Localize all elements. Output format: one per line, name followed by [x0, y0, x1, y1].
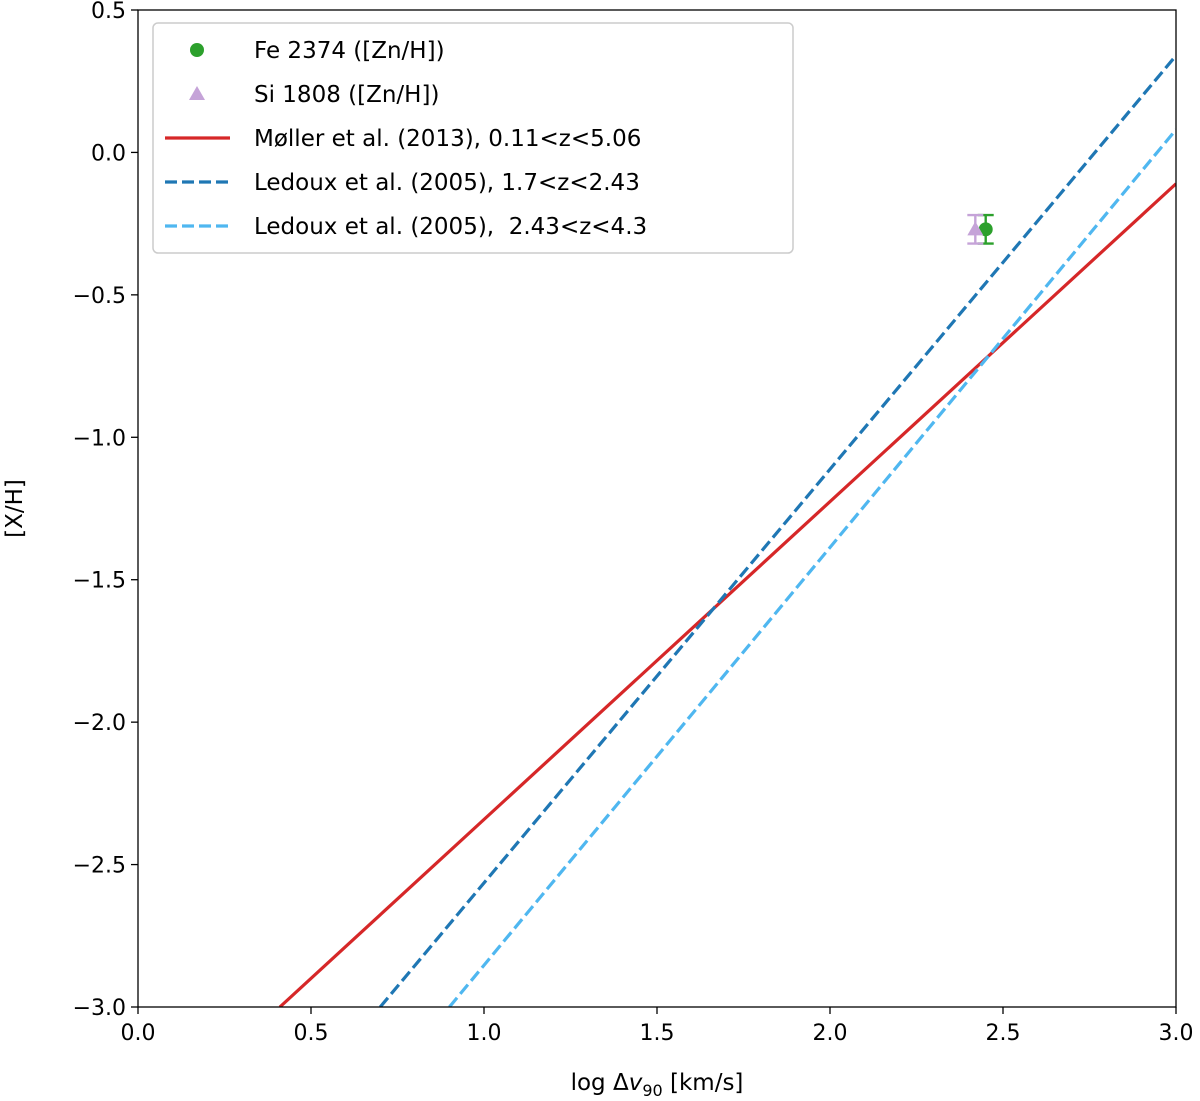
x-tick-label: 1.5 — [640, 1021, 675, 1046]
x-tick-label: 2.5 — [986, 1021, 1021, 1046]
legend-label: Si 1808 ([Zn/H]) — [254, 82, 439, 108]
y-tick-label: −2.0 — [73, 711, 126, 736]
legend-box — [152, 22, 794, 254]
legend-label: Fe 2374 ([Zn/H]) — [254, 38, 445, 64]
legend-entry: Si 1808 ([Zn/H]) — [189, 82, 439, 108]
y-tick-label: 0.5 — [91, 0, 126, 24]
legend-label: Ledoux et al. (2005), 1.7<z<2.43 — [254, 170, 640, 196]
y-tick-label: −1.5 — [73, 569, 126, 594]
data-point-1 — [978, 222, 993, 237]
y-tick-label: −2.5 — [73, 854, 126, 879]
y-axis-label: [X/H] — [2, 479, 28, 538]
x-tick-label: 0.0 — [121, 1021, 156, 1046]
x-tick-label: 3.0 — [1159, 1021, 1194, 1046]
legend-entry: Ledoux et al. (2005), 1.7<z<2.43 — [165, 170, 640, 196]
legend-label: Ledoux et al. (2005), 2.43<z<4.3 — [254, 214, 647, 240]
series-line-2 — [378, 54, 1176, 1007]
ticks-layer: 0.0 0.5 1.0 1.5 2.0 2.5 3.0 0.5 0.0 −0.5 −1.0 −1.5 −… — [73, 0, 1194, 1046]
y-tick-label: −3.0 — [73, 996, 126, 1021]
x-axis-label: log Δv90 [km/s] — [571, 1070, 744, 1100]
legend-entry: Fe 2374 ([Zn/H]) — [190, 38, 445, 64]
x-tick-label: 1.0 — [467, 1021, 502, 1046]
data-point-2 — [967, 221, 984, 236]
series-line-1 — [278, 182, 1176, 1007]
legend-marker-circle — [190, 43, 204, 57]
series-line-3 — [448, 128, 1176, 1007]
legend-entry: Ledoux et al. (2005), 2.43<z<4.3 — [165, 214, 647, 240]
y-tick-label: −1.0 — [73, 426, 126, 451]
plot-layer — [278, 54, 1176, 1007]
y-tick-label: 0.0 — [91, 141, 126, 166]
x-tick-label: 0.5 — [294, 1021, 329, 1046]
x-tick-label: 2.0 — [813, 1021, 848, 1046]
legend-entry: Møller et al. (2013), 0.11<z<5.06 — [165, 126, 641, 152]
legend: Fe 2374 ([Zn/H]) Si 1808 ([Zn/H]) Møller e… — [152, 22, 794, 254]
legend-label: Møller et al. (2013), 0.11<z<5.06 — [254, 126, 641, 152]
y-tick-label: −0.5 — [73, 284, 126, 309]
legend-marker-triangle — [189, 86, 205, 100]
